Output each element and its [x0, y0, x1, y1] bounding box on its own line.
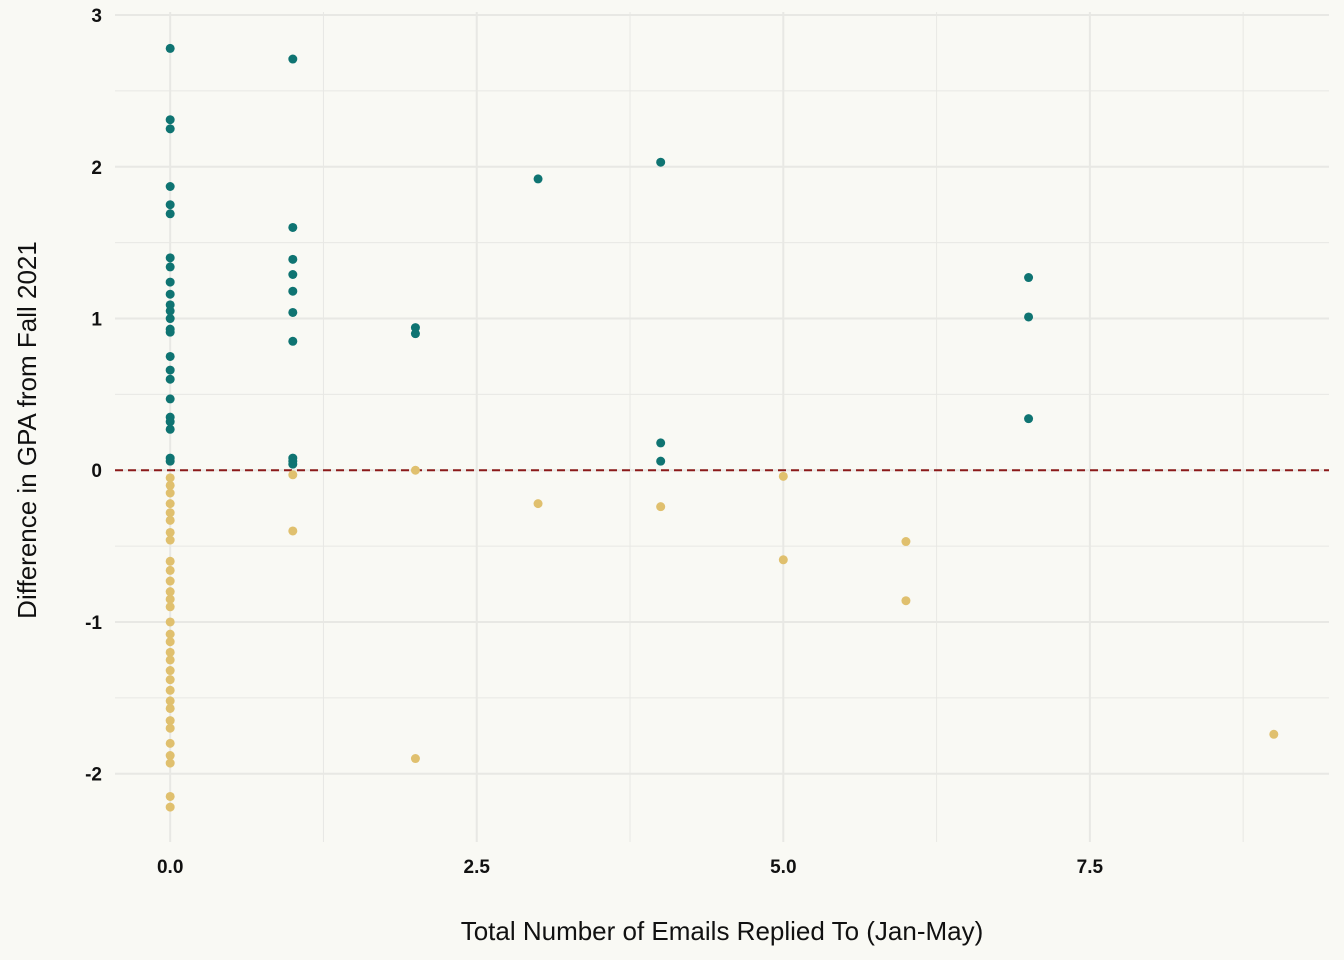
point-gpa-decrease	[901, 596, 911, 606]
point-gpa-decrease	[165, 556, 175, 566]
point-gpa-decrease	[165, 602, 175, 612]
point-gpa-increase	[288, 307, 298, 317]
point-gpa-increase	[656, 438, 666, 448]
point-gpa-increase	[656, 157, 666, 167]
point-gpa-decrease	[165, 629, 175, 639]
point-gpa-decrease	[165, 576, 175, 586]
point-gpa-decrease	[165, 685, 175, 695]
point-gpa-decrease	[288, 526, 298, 536]
point-gpa-decrease	[165, 594, 175, 604]
point-gpa-decrease	[778, 471, 788, 481]
point-gpa-decrease	[165, 488, 175, 498]
point-gpa-decrease	[778, 555, 788, 565]
x-tick-label: 5.0	[770, 857, 796, 878]
x-axis-title: Total Number of Emails Replied To (Jan-M…	[461, 916, 984, 946]
point-gpa-increase	[1024, 312, 1034, 322]
point-gpa-decrease	[165, 535, 175, 545]
point-gpa-increase	[165, 253, 175, 263]
point-gpa-increase	[165, 43, 175, 53]
point-gpa-increase	[165, 456, 175, 466]
point-gpa-decrease	[165, 565, 175, 575]
y-tick-label: 3	[91, 6, 102, 27]
point-gpa-increase	[165, 306, 175, 316]
x-tick-label: 0.0	[157, 857, 183, 878]
point-gpa-decrease	[165, 751, 175, 761]
point-gpa-decrease	[165, 617, 175, 627]
point-gpa-increase	[533, 174, 543, 184]
point-gpa-decrease	[410, 754, 420, 764]
minor-gridlines	[115, 12, 1329, 842]
point-gpa-decrease	[165, 473, 175, 483]
point-gpa-decrease	[165, 587, 175, 597]
point-gpa-increase	[288, 222, 298, 232]
point-gpa-increase	[165, 417, 175, 427]
point-gpa-increase	[288, 459, 298, 469]
point-gpa-decrease	[165, 675, 175, 685]
y-axis-ticks: -2 -1 0 1 2 3	[85, 6, 102, 786]
point-gpa-increase	[288, 254, 298, 264]
y-axis-title: Difference in GPA from Fall 2021	[12, 241, 42, 619]
point-gpa-increase	[165, 351, 175, 361]
point-gpa-decrease	[165, 703, 175, 713]
point-gpa-decrease	[165, 647, 175, 657]
point-gpa-increase	[165, 394, 175, 404]
x-tick-label: 7.5	[1077, 857, 1104, 878]
point-gpa-increase	[165, 124, 175, 134]
point-gpa-increase	[1024, 273, 1034, 283]
point-gpa-increase	[410, 329, 420, 339]
point-gpa-decrease	[165, 738, 175, 748]
point-gpa-increase	[165, 209, 175, 219]
point-gpa-increase	[288, 336, 298, 346]
y-tick-label: -1	[85, 613, 102, 634]
x-tick-label: 2.5	[464, 857, 491, 878]
point-gpa-decrease	[288, 470, 298, 480]
point-gpa-decrease	[656, 502, 666, 512]
y-tick-label: 2	[91, 158, 102, 179]
major-gridlines	[115, 12, 1329, 842]
point-gpa-decrease	[1269, 729, 1279, 739]
point-gpa-increase	[1024, 414, 1034, 424]
point-gpa-decrease	[165, 696, 175, 706]
point-gpa-increase	[656, 456, 666, 466]
point-gpa-decrease	[165, 791, 175, 801]
point-gpa-increase	[165, 181, 175, 191]
point-gpa-decrease	[165, 515, 175, 525]
point-gpa-increase	[288, 54, 298, 64]
point-gpa-decrease	[165, 508, 175, 518]
y-tick-label: 0	[91, 461, 102, 482]
point-gpa-increase	[165, 365, 175, 375]
point-gpa-increase	[165, 327, 175, 337]
point-gpa-increase	[288, 270, 298, 280]
y-tick-label: -2	[85, 765, 102, 786]
point-gpa-increase	[165, 289, 175, 299]
x-axis-ticks: 0.0 2.5 5.0 7.5	[157, 857, 1104, 878]
point-gpa-increase	[288, 286, 298, 296]
data-points	[165, 43, 1279, 812]
point-gpa-increase	[165, 374, 175, 384]
point-gpa-decrease	[165, 666, 175, 676]
point-gpa-increase	[165, 262, 175, 272]
point-gpa-increase	[165, 314, 175, 324]
point-gpa-increase	[165, 277, 175, 287]
point-gpa-decrease	[533, 499, 543, 509]
point-gpa-decrease	[901, 537, 911, 547]
point-gpa-increase	[165, 424, 175, 434]
point-gpa-decrease	[165, 527, 175, 537]
point-gpa-decrease	[165, 723, 175, 733]
point-gpa-decrease	[165, 480, 175, 490]
point-gpa-decrease	[410, 465, 420, 475]
point-gpa-decrease	[165, 637, 175, 647]
y-tick-label: 1	[91, 310, 102, 331]
point-gpa-decrease	[165, 716, 175, 726]
point-gpa-decrease	[165, 802, 175, 812]
point-gpa-increase	[165, 200, 175, 210]
point-gpa-decrease	[165, 499, 175, 509]
point-gpa-increase	[165, 115, 175, 125]
point-gpa-decrease	[165, 655, 175, 665]
point-gpa-decrease	[165, 758, 175, 768]
